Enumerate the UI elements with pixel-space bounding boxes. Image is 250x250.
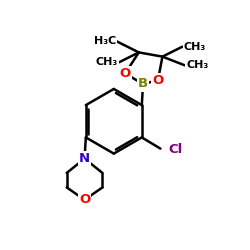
Text: O: O [79,193,90,206]
Text: O: O [152,74,164,87]
Text: H₃C: H₃C [94,36,116,46]
Text: B: B [138,78,148,90]
Text: O: O [120,67,131,80]
Text: CH₃: CH₃ [184,42,206,52]
Text: CH₃: CH₃ [96,57,118,67]
Text: N: N [79,152,90,165]
Text: CH₃: CH₃ [186,60,208,70]
Text: Cl: Cl [168,143,182,156]
